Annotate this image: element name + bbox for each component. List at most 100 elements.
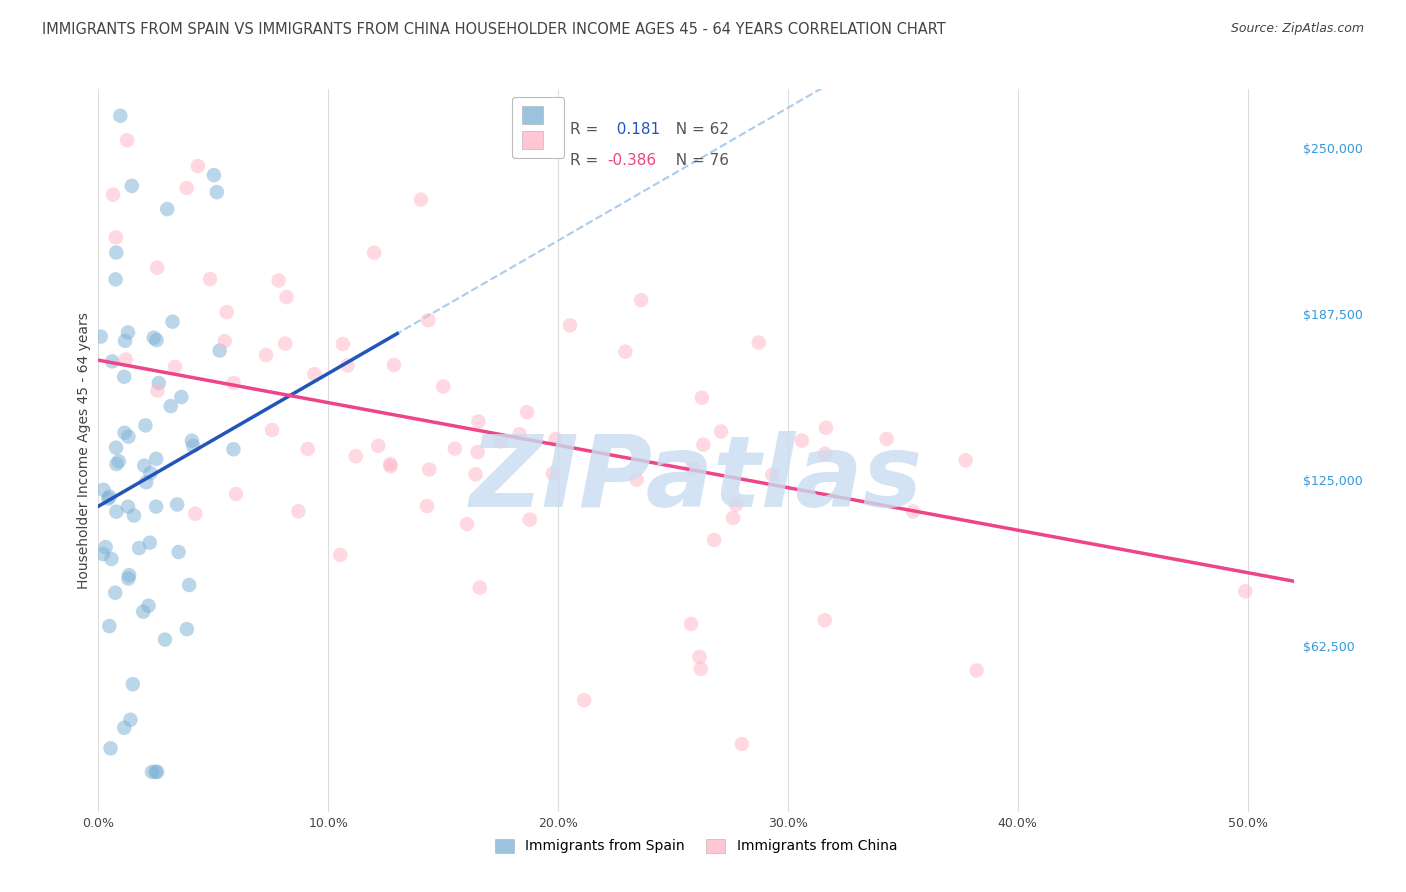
Point	[93, 483, 115, 497]
Point	[114, 334, 136, 348]
Point	[214, 334, 236, 348]
Point	[180, 434, 202, 448]
Point	[105, 245, 128, 260]
Point	[120, 713, 142, 727]
Point	[468, 581, 491, 595]
Point	[104, 585, 127, 599]
Point	[418, 313, 440, 327]
Point	[1234, 584, 1257, 599]
Point	[187, 159, 209, 173]
Point	[541, 467, 564, 481]
Point	[135, 475, 157, 490]
Point	[153, 632, 176, 647]
Text: -0.386: -0.386	[607, 153, 657, 168]
Point	[134, 418, 156, 433]
Point	[117, 572, 139, 586]
Point	[418, 462, 440, 476]
Point	[222, 376, 245, 390]
Legend: Immigrants from Spain, Immigrants from China: Immigrants from Spain, Immigrants from C…	[489, 833, 903, 859]
Point	[814, 421, 837, 435]
Point	[105, 457, 128, 471]
Point	[710, 425, 733, 439]
Point	[176, 181, 198, 195]
Point	[630, 293, 652, 307]
Point	[165, 359, 187, 374]
Text: N = 62: N = 62	[666, 122, 730, 137]
Point	[344, 449, 367, 463]
Point	[122, 508, 145, 523]
Point	[145, 333, 167, 347]
Point	[205, 185, 228, 199]
Point	[146, 384, 169, 398]
Point	[544, 432, 567, 446]
Point	[145, 451, 167, 466]
Point	[626, 473, 648, 487]
Point	[297, 442, 319, 456]
Point	[380, 459, 402, 474]
Point	[146, 764, 169, 779]
Point	[689, 662, 711, 676]
Point	[267, 273, 290, 287]
Point	[101, 187, 124, 202]
Point	[464, 467, 486, 482]
Point	[117, 430, 139, 444]
Point	[94, 540, 117, 554]
Point	[380, 457, 402, 471]
Point	[184, 507, 207, 521]
Point	[115, 133, 138, 147]
Point	[101, 354, 124, 368]
Point	[519, 513, 541, 527]
Point	[690, 391, 713, 405]
Point	[516, 405, 538, 419]
Point	[363, 245, 385, 260]
Point	[432, 379, 454, 393]
Point	[167, 545, 190, 559]
Point	[966, 664, 988, 678]
Point	[90, 329, 112, 343]
Point	[105, 441, 128, 455]
Point	[688, 649, 710, 664]
Point	[97, 491, 120, 506]
Point	[117, 326, 139, 340]
Point	[336, 359, 359, 373]
Text: N = 76: N = 76	[666, 153, 730, 168]
Point	[114, 352, 136, 367]
Y-axis label: Householder Income Ages 45 - 64 years: Householder Income Ages 45 - 64 years	[77, 312, 91, 589]
Point	[146, 260, 169, 275]
Point	[416, 499, 439, 513]
Point	[225, 487, 247, 501]
Point	[198, 272, 221, 286]
Point	[121, 178, 143, 193]
Point	[141, 764, 163, 779]
Point	[105, 505, 128, 519]
Point	[614, 344, 637, 359]
Point	[367, 439, 389, 453]
Point	[703, 533, 725, 547]
Point	[467, 415, 489, 429]
Point	[117, 500, 139, 514]
Point	[332, 337, 354, 351]
Point	[170, 390, 193, 404]
Point	[104, 230, 127, 244]
Point	[456, 517, 478, 532]
Point	[790, 434, 813, 448]
Point	[681, 617, 703, 632]
Point	[382, 358, 405, 372]
Point	[145, 764, 167, 779]
Point	[409, 193, 432, 207]
Point	[467, 445, 489, 459]
Point	[254, 348, 277, 362]
Point	[159, 399, 181, 413]
Point	[572, 693, 595, 707]
Point	[304, 368, 326, 382]
Point	[444, 442, 467, 456]
Point	[692, 437, 714, 451]
Point	[98, 619, 121, 633]
Point	[215, 305, 238, 319]
Text: ZIPatlas: ZIPatlas	[470, 431, 922, 528]
Point	[134, 458, 156, 473]
Text: R =: R =	[571, 122, 603, 137]
Point	[724, 498, 747, 512]
Point	[100, 552, 122, 566]
Point	[731, 737, 754, 751]
